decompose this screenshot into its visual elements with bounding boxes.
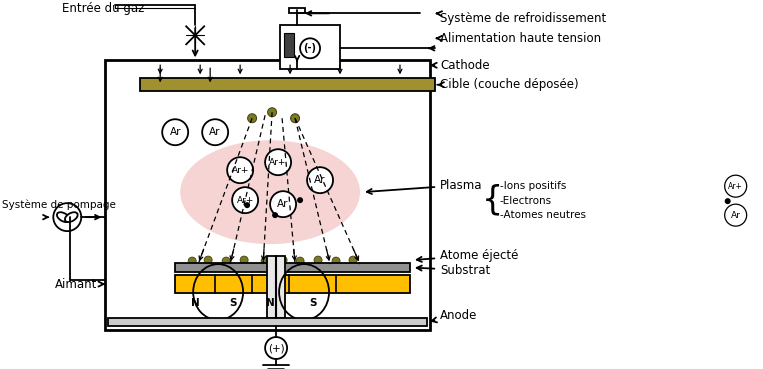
Text: N: N — [191, 298, 200, 308]
Circle shape — [297, 197, 303, 203]
Text: Ar+: Ar+ — [728, 182, 743, 191]
Text: Ar: Ar — [169, 127, 181, 137]
Text: Anode: Anode — [432, 308, 478, 323]
Ellipse shape — [57, 212, 69, 222]
Circle shape — [163, 119, 188, 145]
Circle shape — [296, 257, 304, 265]
Text: S: S — [309, 298, 317, 308]
Text: Entrée du gaz: Entrée du gaz — [63, 2, 145, 15]
Text: Alimentation haute tension: Alimentation haute tension — [436, 32, 601, 45]
Circle shape — [202, 119, 228, 145]
Circle shape — [261, 257, 269, 265]
Ellipse shape — [180, 140, 360, 244]
Circle shape — [332, 257, 340, 265]
Circle shape — [314, 256, 322, 264]
Circle shape — [291, 114, 300, 123]
Text: Ar: Ar — [209, 127, 221, 137]
Text: Ar+: Ar+ — [269, 158, 287, 167]
Circle shape — [307, 167, 333, 193]
Text: Système de refroidissement: Système de refroidissement — [436, 11, 606, 25]
Bar — [175, 275, 410, 293]
Circle shape — [240, 256, 248, 264]
Circle shape — [725, 204, 747, 226]
Circle shape — [232, 187, 258, 213]
Circle shape — [279, 256, 287, 264]
Ellipse shape — [65, 212, 78, 222]
Bar — [175, 263, 410, 272]
Text: -Electrons: -Electrons — [500, 196, 552, 206]
Text: Cible (couche déposée): Cible (couche déposée) — [437, 78, 578, 91]
Circle shape — [272, 212, 278, 218]
Circle shape — [300, 38, 320, 58]
Text: S: S — [230, 298, 237, 308]
Text: {: { — [482, 184, 504, 217]
Circle shape — [248, 114, 256, 123]
Bar — [105, 60, 430, 330]
Circle shape — [265, 149, 291, 175]
Circle shape — [349, 256, 357, 264]
Text: (+): (+) — [268, 343, 285, 353]
Text: Ar+: Ar+ — [237, 196, 254, 205]
Text: Atome éjecté: Atome éjecté — [417, 249, 518, 262]
Bar — [284, 33, 294, 57]
Text: -Ions positifs: -Ions positifs — [500, 181, 566, 191]
Text: Système de pompage: Système de pompage — [2, 200, 116, 210]
Bar — [267, 256, 285, 318]
Circle shape — [227, 157, 253, 183]
Text: Ar: Ar — [314, 175, 326, 185]
Circle shape — [270, 191, 296, 217]
Circle shape — [725, 175, 747, 197]
Circle shape — [268, 108, 277, 117]
Circle shape — [188, 257, 196, 265]
Text: Plasma: Plasma — [367, 179, 482, 194]
Bar — [289, 8, 305, 13]
Circle shape — [725, 198, 731, 204]
Text: Ar: Ar — [731, 211, 741, 220]
Text: -Atomes neutres: -Atomes neutres — [500, 210, 586, 220]
Text: Substrat: Substrat — [417, 263, 490, 277]
Text: Ar: Ar — [277, 199, 289, 209]
Circle shape — [222, 257, 230, 265]
Text: Aimant: Aimant — [55, 277, 104, 290]
Circle shape — [244, 202, 250, 208]
Text: (-): (-) — [304, 43, 317, 53]
Circle shape — [204, 256, 212, 264]
Text: Ar+: Ar+ — [231, 166, 249, 175]
Text: Cathode: Cathode — [432, 59, 490, 72]
Bar — [108, 318, 427, 326]
Text: N: N — [266, 298, 275, 308]
Bar — [280, 25, 340, 69]
Bar — [140, 78, 435, 91]
